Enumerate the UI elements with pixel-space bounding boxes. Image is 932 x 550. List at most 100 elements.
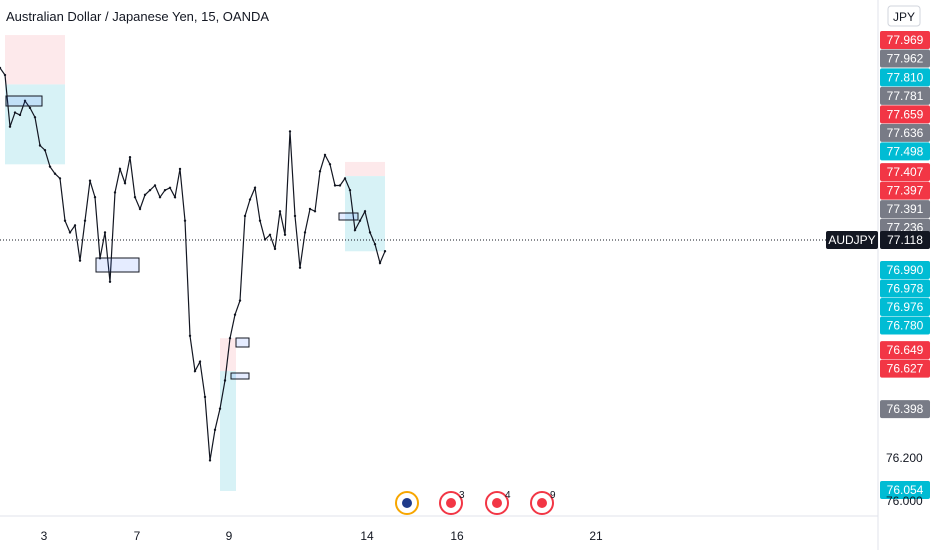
- price-point: [63, 219, 67, 222]
- price-point: [203, 395, 207, 399]
- price-point: [323, 153, 327, 157]
- price-label-bg: [880, 359, 930, 378]
- price-label: 76.990: [887, 263, 924, 277]
- price-label: 76.627: [887, 362, 924, 376]
- price-label-bg: [880, 123, 930, 142]
- price-label-bg: [880, 200, 930, 219]
- price-label: 77.391: [887, 202, 924, 216]
- price-point: [293, 214, 297, 218]
- price-point: [328, 163, 332, 166]
- price-point: [343, 177, 347, 180]
- price-point: [13, 111, 17, 114]
- price-point: [108, 280, 112, 284]
- price-point: [33, 116, 37, 119]
- price-point: [213, 428, 217, 432]
- price-point: [153, 184, 157, 187]
- price-point: [243, 214, 247, 218]
- price-point: [103, 231, 107, 234]
- price-point: [338, 184, 342, 187]
- price-point: [383, 250, 387, 253]
- event-count: 3: [459, 490, 465, 501]
- price-label: 77.636: [887, 126, 924, 140]
- stop-zone-1: [345, 161, 385, 177]
- price-label: 77.407: [887, 165, 924, 179]
- order-box-3[interactable]: [235, 337, 250, 348]
- price-point: [128, 156, 132, 159]
- price-point: [53, 172, 57, 175]
- event-count: 4: [505, 490, 511, 501]
- price-point: [48, 165, 52, 168]
- price-point: [23, 99, 27, 103]
- price-point: [368, 231, 372, 234]
- price-point: [218, 407, 222, 410]
- price-label: 77.810: [887, 70, 924, 84]
- price-point: [168, 186, 172, 190]
- order-box-0[interactable]: [5, 95, 43, 107]
- price-point: [378, 261, 382, 265]
- price-point: [193, 369, 197, 373]
- x-tick-label: 14: [360, 529, 374, 543]
- price-label: 77.781: [887, 89, 924, 103]
- order-box-1[interactable]: [95, 257, 140, 273]
- price-point: [138, 207, 142, 211]
- price-point: [268, 233, 272, 237]
- price-point: [308, 207, 312, 211]
- event-badge-core: [537, 498, 547, 508]
- price-label: 76.054: [887, 483, 924, 497]
- price-label-bg: [880, 279, 930, 298]
- order-box-4[interactable]: [230, 372, 250, 380]
- price-label: 76.649: [887, 343, 924, 357]
- y-tick-label: 76.200: [886, 451, 923, 465]
- price-line: [0, 67, 386, 461]
- price-label-bg: [880, 298, 930, 317]
- price-point: [73, 224, 77, 227]
- event-badge-core: [402, 498, 412, 508]
- price-point: [348, 188, 352, 192]
- price-point: [253, 186, 257, 190]
- price-label: 76.978: [887, 282, 924, 296]
- price-label-bg: [880, 68, 930, 87]
- target-zone-0: [5, 84, 65, 165]
- price-label-bg: [880, 181, 930, 200]
- price-point: [278, 210, 282, 213]
- chart-title: Australian Dollar / Japanese Yen, 15, OA…: [6, 9, 270, 24]
- price-point: [248, 198, 252, 201]
- price-point: [148, 188, 152, 192]
- price-point: [88, 179, 92, 182]
- price-label: 76.976: [887, 300, 924, 314]
- symbol-label: AUDJPY: [828, 233, 875, 247]
- price-label-bg: [880, 481, 930, 499]
- price-point: [78, 259, 82, 262]
- price-label: 77.498: [887, 144, 924, 158]
- x-tick-label: 16: [450, 529, 464, 543]
- event-count: 9: [550, 490, 556, 501]
- price-point: [38, 144, 42, 147]
- price-point: [353, 228, 357, 232]
- currency-button[interactable]: [887, 5, 921, 27]
- price-label-bg: [880, 49, 930, 68]
- price-label: 77.969: [887, 33, 924, 47]
- price-point: [163, 188, 167, 192]
- price-point: [228, 336, 232, 340]
- price-point: [283, 233, 287, 237]
- price-point: [303, 231, 307, 234]
- price-point: [18, 113, 22, 117]
- price-point: [123, 181, 127, 185]
- last-price-label: 77.118: [887, 233, 923, 247]
- price-point: [43, 149, 47, 152]
- stop-zone-0: [5, 35, 65, 85]
- price-point: [223, 379, 227, 382]
- x-tick-label: 9: [226, 529, 233, 543]
- price-point: [58, 177, 62, 180]
- price-point: [173, 196, 177, 199]
- price-point: [68, 231, 72, 234]
- event-badge-core: [492, 498, 502, 508]
- order-box-2[interactable]: [338, 212, 359, 221]
- currency-button-label[interactable]: JPY: [893, 10, 915, 24]
- price-point: [183, 219, 187, 222]
- y-tick-label: 76.000: [886, 494, 923, 508]
- price-label: 77.659: [887, 107, 924, 121]
- price-point: [318, 170, 322, 173]
- price-point: [373, 243, 377, 246]
